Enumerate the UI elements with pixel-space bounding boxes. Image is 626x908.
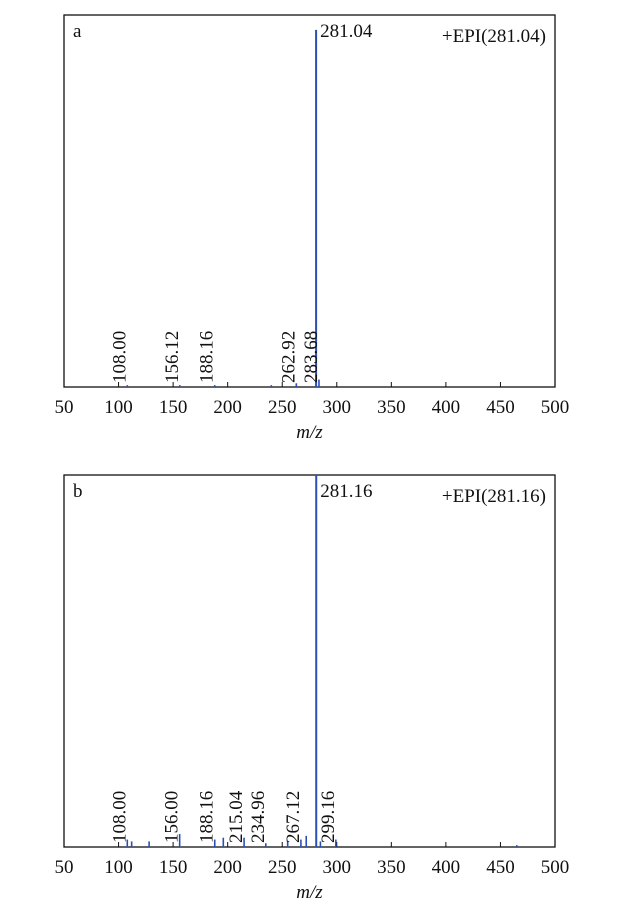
x-tick-label: 100	[104, 397, 133, 418]
x-tick-label: 300	[323, 857, 352, 878]
x-tick-label: 450	[486, 397, 515, 418]
peak-label: 156.12	[162, 331, 183, 383]
x-tick-label: 250	[268, 857, 297, 878]
peak-label: 215.04	[226, 790, 247, 843]
x-tick-label: 50	[55, 857, 74, 878]
x-axis-label: m/z	[296, 882, 323, 903]
peak-label: 108.00	[109, 331, 130, 383]
peak-label: 156.00	[162, 791, 183, 843]
x-tick-label: 100	[104, 857, 133, 878]
peak-label: 281.16	[320, 481, 372, 502]
peak-label: 108.00	[109, 791, 130, 843]
peak-label: 267.12	[283, 791, 304, 843]
x-tick-label: 500	[541, 397, 570, 418]
x-axis-label: m/z	[296, 422, 323, 443]
plot-frame	[63, 14, 556, 388]
peak-label: 188.16	[197, 331, 218, 383]
annotation: +EPI(281.16)	[442, 486, 546, 507]
panel-label: b	[73, 481, 83, 502]
peak-label: 234.96	[248, 791, 269, 843]
peak-label: 188.16	[197, 791, 218, 843]
x-tick-label: 150	[159, 397, 188, 418]
peak-label: 283.68	[301, 331, 322, 383]
x-tick-label: 150	[159, 857, 188, 878]
x-tick-label: 200	[213, 857, 242, 878]
plot-frame	[63, 474, 556, 848]
peak-label: 262.92	[278, 331, 299, 383]
x-tick-label: 450	[486, 857, 515, 878]
x-tick-label: 500	[541, 857, 570, 878]
annotation: +EPI(281.04)	[442, 26, 546, 47]
x-tick-label: 350	[377, 397, 406, 418]
x-tick-label: 50	[55, 397, 74, 418]
x-tick-label: 200	[213, 397, 242, 418]
x-tick-label: 400	[432, 397, 461, 418]
peak-label: 299.16	[318, 791, 339, 843]
x-tick-label: 250	[268, 397, 297, 418]
x-tick-label: 400	[432, 857, 461, 878]
panel-label: a	[73, 21, 82, 42]
x-tick-label: 350	[377, 857, 406, 878]
peak-label: 281.04	[320, 21, 373, 42]
x-tick-label: 300	[323, 397, 352, 418]
